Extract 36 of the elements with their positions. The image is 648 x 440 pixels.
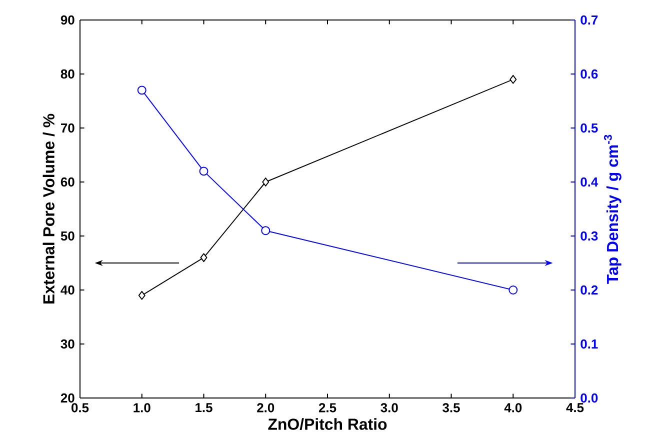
x-tick-label: 1.5: [196, 403, 212, 412]
y-tick-label: 70: [61, 123, 74, 133]
point: [200, 253, 208, 262]
y-tick-label: 30: [60, 339, 74, 349]
x-tick-label: 2.5: [318, 403, 336, 412]
y2-tick-label: 0.5: [580, 123, 598, 133]
point: [510, 74, 517, 84]
y-tick-label: 90: [60, 15, 74, 25]
y-tick-label: 60: [60, 177, 74, 187]
x-tick-label: 3.0: [380, 403, 398, 412]
y-tick-label: 20: [60, 393, 74, 403]
y2-tick-label: 0.6: [580, 69, 598, 79]
y-tick-label: 50: [60, 231, 74, 241]
y2-tick-label: 0.1: [580, 339, 598, 349]
y-tick-label: 40: [60, 285, 74, 295]
x-tick-label: 1.0: [134, 403, 150, 412]
x-tick-label: 3.5: [442, 403, 460, 412]
y2-tick-label: 0.3: [580, 231, 598, 241]
point: [138, 290, 146, 300]
x-tick-label: 4.0: [504, 403, 522, 412]
x-axis-title: ZnO/Pitch Ratio: [268, 418, 387, 430]
y-tick-label: 80: [60, 69, 74, 79]
point: [261, 226, 270, 236]
y2-tick-label: 0.4: [580, 177, 598, 187]
point: [262, 178, 270, 186]
y2-tick-label: 0.7: [580, 15, 598, 25]
point: [137, 86, 146, 95]
y-axis-title: External Pore Volume / %: [42, 114, 55, 304]
x-tick-label: 0.5: [72, 403, 89, 412]
point: [199, 166, 208, 176]
y2-tick-label: 0.0: [580, 393, 598, 403]
x-tick-label: 2.0: [257, 403, 274, 412]
y2-tick-label: 0.2: [580, 285, 598, 295]
y2-axis-title: Tap Density / g cm$^{-3}$: [604, 134, 622, 284]
point: [508, 286, 518, 294]
x-tick-label: 4.5: [566, 403, 584, 412]
